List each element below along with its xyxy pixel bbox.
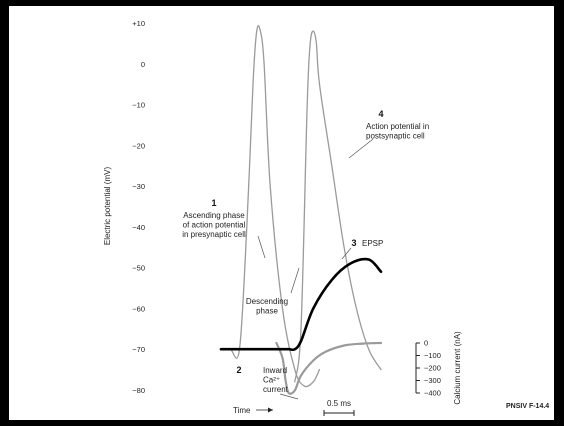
annotation-a2-line-1: Inward xyxy=(263,366,287,375)
annotation-desc-line-2: phase xyxy=(256,307,278,316)
annotation-a2-leader xyxy=(279,393,299,400)
y-tick-label-40: −40 xyxy=(132,223,145,232)
right-tick-label-300: −300 xyxy=(424,376,441,385)
annotation-a2-line-2: Ca²⁺ xyxy=(263,376,280,385)
annotation-a1-number: 1 xyxy=(211,198,216,208)
annotation-a1-line-3: in presynaptic cell xyxy=(182,230,246,239)
y-axis: +10 0 −10 −20 −30 −40 −50 −60 −70 −80 xyxy=(132,19,145,395)
annotation-desc-line-1: Descending xyxy=(246,297,288,306)
annotation-a1-line-1: Ascending phase xyxy=(183,211,245,220)
y-axis-title: Electric potential (mV) xyxy=(103,167,112,246)
time-arrow-head xyxy=(268,407,273,413)
series-epsp-line xyxy=(219,257,383,352)
annotation-a3-leader xyxy=(341,247,352,260)
annotation-a4-leader xyxy=(348,138,374,159)
y-tick-label-10: −10 xyxy=(132,101,145,110)
series-layer xyxy=(219,25,383,395)
y-tick-label-20: −20 xyxy=(132,141,145,150)
figure-canvas: +10 0 −10 −20 −30 −40 −50 −60 −70 −80 0 −100 −200 −3… xyxy=(103,19,549,416)
annotation-a4-line-2: postsynaptic cell xyxy=(366,132,425,141)
annotation-a3-number: 3 xyxy=(351,238,356,248)
series-calcium-line xyxy=(275,341,383,395)
y-tick-label-0: 0 xyxy=(141,60,145,69)
y-tick-label-80: −80 xyxy=(132,386,145,395)
right-tick-label-200: −200 xyxy=(424,364,441,373)
figure-id: PNSIV F-14.4 xyxy=(506,403,549,410)
right-tick-label-400: −400 xyxy=(424,389,441,398)
annotation-a4-number: 4 xyxy=(378,109,383,119)
scale-bar-label: 0.5 ms xyxy=(327,399,351,408)
annotation-a1-line-2: of action potential xyxy=(183,221,246,230)
slide-frame: +10 0 −10 −20 −30 −40 −50 −60 −70 −80 0 −100 −200 −3… xyxy=(9,6,554,420)
right-tick-label-100: −100 xyxy=(424,351,441,360)
annotation-desc-leader xyxy=(290,267,300,294)
x-axis-label: Time xyxy=(233,406,251,415)
annotation-a1-leader xyxy=(257,235,266,259)
y-tick-label-50: −50 xyxy=(132,264,145,273)
annotation-a2-number: 2 xyxy=(236,365,241,375)
y-tick-label-30: −30 xyxy=(132,182,145,191)
y-tick-label-60: −60 xyxy=(132,304,145,313)
series-presynaptic-line xyxy=(220,25,321,388)
annotation-a2-line-3: current xyxy=(263,385,289,394)
right-tick-label-0: 0 xyxy=(424,339,428,348)
right-axis-title: Calcium current (nA) xyxy=(453,331,462,405)
annotation-a4-line-1: Action potential in xyxy=(366,122,429,131)
series-postsynaptic-line xyxy=(294,30,382,383)
y-tick-label-70: −70 xyxy=(132,345,145,354)
right-axis: 0 −100 −200 −300 −400 xyxy=(415,339,441,398)
time-axis: Time 0.5 ms xyxy=(233,399,355,416)
y-tick-label-10: +10 xyxy=(132,19,145,28)
annotation-a3-line-1: EPSP xyxy=(362,239,383,248)
